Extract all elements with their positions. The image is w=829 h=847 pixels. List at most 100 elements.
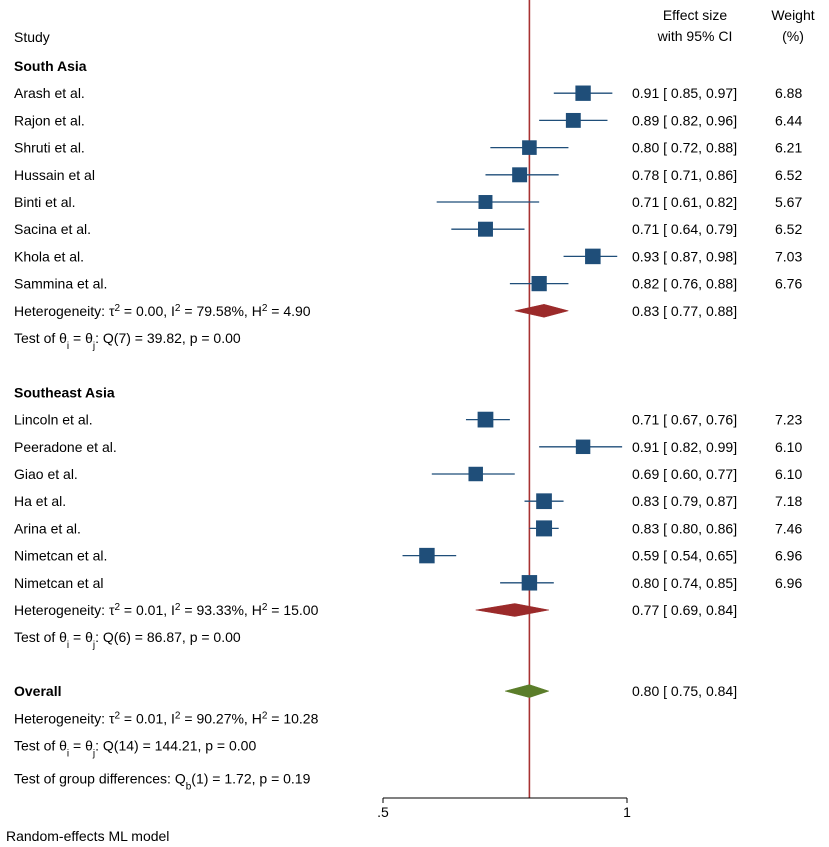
- study-effect-ci: 0.80 [ 0.72, 0.88]: [632, 140, 737, 156]
- subgroup-effect-ci: 0.77 [ 0.69, 0.84]: [632, 602, 737, 618]
- weight-column-header: Weight: [771, 7, 814, 23]
- text-segment: = 79.58%, H: [180, 303, 261, 319]
- text-segment: = 0.01, I: [120, 710, 175, 726]
- group-label: Southeast Asia: [14, 384, 115, 400]
- subscript: i: [67, 640, 69, 651]
- subscript: b: [186, 781, 192, 792]
- study-effect-ci: 0.93 [ 0.87, 0.98]: [632, 248, 737, 264]
- text-segment: Test of θ: [14, 738, 67, 754]
- study-effect-marker: [575, 439, 591, 455]
- study-weight: 6.44: [775, 112, 802, 128]
- study-effect-ci: 0.83 [ 0.80, 0.86]: [632, 520, 737, 536]
- superscript: 2: [175, 302, 181, 313]
- text-segment: = 10.28: [267, 710, 318, 726]
- overall-heterogeneity-text: Heterogeneity: τ2 = 0.01, I2 = 90.27%, H…: [14, 710, 319, 727]
- study-effect-marker: [468, 466, 483, 482]
- effect-column-header: Effect size: [663, 7, 728, 23]
- study-effect-marker: [522, 140, 537, 155]
- study-effect-marker: [536, 493, 552, 510]
- study-label: Binti et al.: [14, 194, 75, 210]
- study-weight: 7.23: [775, 412, 802, 428]
- study-effect-marker: [565, 112, 581, 128]
- text-segment: Test of θ: [14, 629, 67, 645]
- text-segment: Test of group differences: Q: [14, 771, 186, 787]
- homogeneity-test-text: Test of θi = θj: Q(7) = 39.82, p = 0.00: [14, 330, 241, 352]
- text-segment: = 15.00: [267, 602, 318, 618]
- superscript: 2: [175, 602, 181, 613]
- study-effect-marker: [521, 575, 538, 591]
- text-segment: = 0.00, I: [120, 303, 175, 319]
- text-segment: : Q(7) = 39.82, p = 0.00: [95, 330, 241, 346]
- study-effect-ci: 0.83 [ 0.79, 0.87]: [632, 493, 737, 509]
- text-segment: : Q(14) = 144.21, p = 0.00: [95, 738, 256, 754]
- study-effect-marker: [536, 520, 553, 537]
- overall-label: Overall: [14, 683, 61, 699]
- superscript: 2: [262, 302, 268, 313]
- text-segment: = θ: [69, 738, 93, 754]
- heterogeneity-text: Heterogeneity: τ2 = 0.01, I2 = 93.33%, H…: [14, 602, 319, 619]
- study-effect-ci: 0.59 [ 0.54, 0.65]: [632, 548, 737, 564]
- text-segment: Heterogeneity: τ: [14, 710, 115, 726]
- study-effect-ci: 0.71 [ 0.64, 0.79]: [632, 221, 737, 237]
- study-effect-marker: [419, 547, 435, 564]
- study-label: Peeradone et al.: [14, 439, 117, 455]
- text-segment: Test of θ: [14, 330, 67, 346]
- weight-column-header-sub: (%): [782, 28, 804, 44]
- study-label: Ha et al.: [14, 493, 66, 509]
- study-weight: 6.10: [775, 439, 802, 455]
- subgroup-diamond: [514, 304, 570, 318]
- study-effect-ci: 0.80 [ 0.74, 0.85]: [632, 575, 737, 591]
- study-weight: 6.96: [775, 548, 802, 564]
- superscript: 2: [262, 710, 268, 721]
- homogeneity-test-text: Test of θi = θj: Q(6) = 86.87, p = 0.00: [14, 629, 241, 651]
- study-label: Nimetcan et al: [14, 575, 103, 591]
- text-segment: Heterogeneity: τ: [14, 303, 115, 319]
- text-segment: (1) = 1.72, p = 0.19: [191, 771, 310, 787]
- subscript: j: [92, 748, 95, 759]
- superscript: 2: [175, 710, 181, 721]
- study-label: Giao et al.: [14, 466, 78, 482]
- study-label: Arina et al.: [14, 520, 81, 536]
- subscript: i: [67, 341, 69, 352]
- text-segment: = 4.90: [267, 303, 310, 319]
- x-axis-tick-label: 1: [623, 804, 631, 820]
- study-weight: 6.88: [775, 85, 802, 101]
- study-weight: 6.52: [775, 221, 802, 237]
- text-segment: = 0.01, I: [120, 602, 175, 618]
- study-effect-ci: 0.78 [ 0.71, 0.86]: [632, 167, 737, 183]
- superscript: 2: [114, 710, 120, 721]
- study-effect-marker: [478, 221, 493, 237]
- study-effect-marker: [477, 411, 494, 428]
- overall-homogeneity-test-text: Test of θi = θj: Q(14) = 144.21, p = 0.0…: [14, 738, 256, 760]
- text-segment: Heterogeneity: τ: [14, 602, 115, 618]
- study-effect-ci: 0.89 [ 0.82, 0.96]: [632, 112, 737, 128]
- text-segment: = θ: [69, 629, 93, 645]
- study-label: Sacina et al.: [14, 221, 91, 237]
- study-label: Rajon et al.: [14, 112, 85, 128]
- subscript: i: [67, 748, 69, 759]
- effect-column-header-sub: with 95% CI: [657, 28, 733, 44]
- group-label: South Asia: [14, 58, 87, 74]
- superscript: 2: [114, 302, 120, 313]
- study-weight: 7.46: [775, 520, 802, 536]
- heterogeneity-text: Heterogeneity: τ2 = 0.00, I2 = 79.58%, H…: [14, 302, 311, 319]
- study-label: Arash et al.: [14, 85, 85, 101]
- study-label: Khola et al.: [14, 248, 84, 264]
- study-weight: 7.03: [775, 248, 802, 264]
- subgroup-effect-ci: 0.83 [ 0.77, 0.88]: [632, 303, 737, 319]
- study-label: Nimetcan et al.: [14, 548, 107, 564]
- overall-diamond: [504, 684, 550, 698]
- x-axis-tick-label: .5: [377, 804, 389, 820]
- subscript: j: [92, 341, 95, 352]
- superscript: 2: [262, 602, 268, 613]
- study-effect-ci: 0.91 [ 0.82, 0.99]: [632, 439, 737, 455]
- study-weight: 6.21: [775, 140, 802, 156]
- study-weight: 7.18: [775, 493, 802, 509]
- group-differences-test-text: Test of group differences: Qb(1) = 1.72,…: [14, 771, 311, 793]
- study-effect-ci: 0.71 [ 0.67, 0.76]: [632, 412, 737, 428]
- study-weight: 5.67: [775, 194, 802, 210]
- study-label: Shruti et al.: [14, 140, 85, 156]
- study-label: Sammina et al.: [14, 276, 107, 292]
- study-weight: 6.10: [775, 466, 802, 482]
